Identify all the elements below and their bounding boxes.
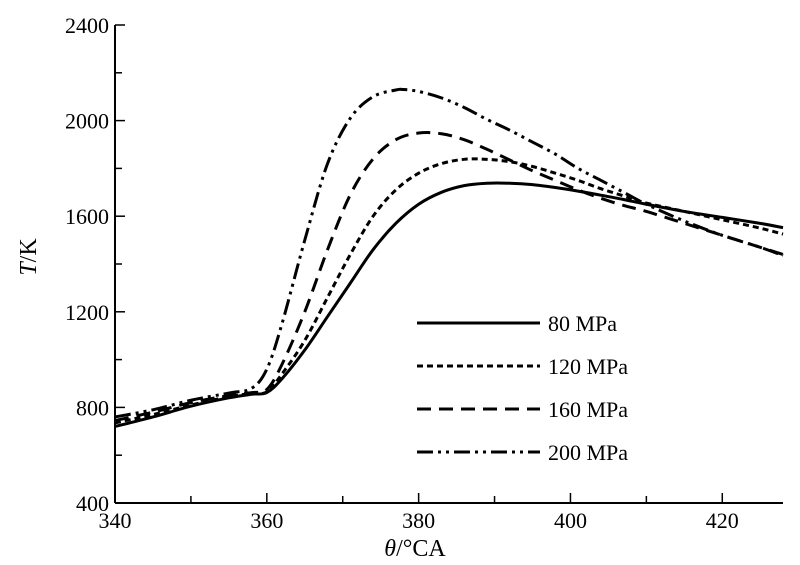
x-axis-label-symbol: θ	[384, 536, 396, 562]
series-line-4	[114, 87, 784, 419]
series-line-1	[114, 181, 784, 428]
plot-frame	[114, 25, 783, 504]
x-tick-label: 340	[99, 508, 132, 533]
y-axis-label-unit: /K	[16, 238, 42, 263]
y-axis-label-symbol: T	[16, 261, 42, 276]
y-tick-label: 800	[76, 395, 109, 420]
x-axis-label-unit: /°CA	[396, 536, 446, 562]
series-line-3	[114, 131, 784, 423]
legend-label-3: 160 MPa	[548, 397, 628, 422]
x-tick-label: 420	[706, 508, 739, 533]
x-tick-label: 380	[402, 508, 435, 533]
y-tick-label: 2400	[65, 13, 109, 38]
y-tick-label: 1200	[65, 300, 109, 325]
y-tick-label: 400	[76, 491, 109, 516]
x-tick-label: 400	[554, 508, 587, 533]
y-tick-label: 1600	[65, 204, 109, 229]
legend-label-2: 120 MPa	[548, 354, 628, 379]
legend: 80 MPa 120 MPa 160 MPa 200 MPa	[417, 311, 628, 465]
series-line-2	[114, 157, 784, 425]
legend-label-1: 80 MPa	[548, 311, 617, 336]
y-axis-label: T/K	[16, 238, 42, 276]
series-lines	[114, 87, 784, 428]
legend-label-4: 200 MPa	[548, 440, 628, 465]
x-axis-label: θ/°CA	[384, 536, 446, 562]
y-tick-label: 2000	[65, 109, 109, 134]
axis-ticks: 340 360 380 400 420 400 800 1200 1600 2000 2400	[65, 13, 739, 533]
x-tick-label: 360	[250, 508, 283, 533]
